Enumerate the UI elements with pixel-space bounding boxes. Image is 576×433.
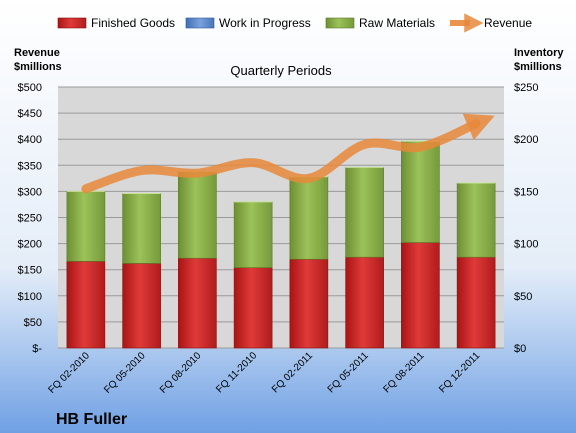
right-tick-label: $0: [514, 343, 526, 355]
left-tick-label: $400: [18, 134, 42, 146]
left-tick-label: $200: [18, 239, 42, 251]
bar-raw-materials: [233, 201, 273, 268]
legend-label-revenue: Revenue: [484, 16, 532, 30]
right-tick-label: $50: [514, 291, 532, 303]
legend: Finished Goods Work in Progress Raw Mate…: [57, 13, 532, 33]
legend-label-finished-goods: Finished Goods: [91, 16, 175, 30]
company-name: HB Fuller: [56, 411, 127, 428]
bar-raw-materials: [345, 167, 384, 258]
left-tick-label: $-: [32, 343, 42, 355]
legend-item-raw-materials[interactable]: Raw Materials: [325, 16, 435, 30]
left-tick-label: $250: [18, 213, 42, 225]
bar-finished-goods: [178, 257, 217, 349]
left-axis-title-line1: Revenue: [14, 47, 60, 59]
left-axis-ticks: $- $50 $100 $150 $200 $250 $300 $350 $400 $450 $50…: [18, 82, 43, 355]
bar-finished-goods: [233, 267, 273, 349]
legend-item-revenue[interactable]: Revenue: [450, 13, 532, 33]
right-axis-ticks: $0 $50 $100 $150 $200 $250: [514, 82, 538, 355]
left-tick-label: $450: [18, 108, 42, 120]
left-tick-label: $50: [24, 317, 42, 329]
left-tick-label: $300: [18, 186, 42, 198]
bar-raw-materials: [401, 140, 440, 243]
bar-raw-materials: [66, 191, 106, 262]
right-axis-title-line1: Inventory: [514, 47, 564, 59]
left-axis-title-line2: $millions: [14, 61, 62, 73]
legend-item-finished-goods[interactable]: Finished Goods: [57, 16, 175, 30]
legend-item-work-in-progress[interactable]: Work in Progress: [185, 16, 311, 30]
revenue-line: [81, 113, 495, 194]
legend-swatch-finished-goods: [57, 17, 87, 29]
bars: [66, 140, 496, 349]
left-tick-label: $500: [18, 82, 42, 94]
left-tick-label: $100: [18, 291, 42, 303]
bar-finished-goods: [289, 258, 329, 349]
bar-finished-goods: [401, 242, 440, 349]
legend-label-work-in-progress: Work in Progress: [219, 16, 311, 30]
right-tick-label: $150: [514, 186, 538, 198]
bar-finished-goods: [456, 256, 496, 349]
bar-raw-materials: [289, 176, 329, 260]
bar-raw-materials: [122, 193, 161, 264]
bar-raw-materials: [178, 171, 217, 259]
bar-finished-goods: [66, 261, 106, 349]
left-tick-label: $350: [18, 160, 42, 172]
revenue-line-layer: [81, 113, 495, 194]
right-tick-label: $100: [514, 239, 538, 251]
legend-label-raw-materials: Raw Materials: [359, 16, 435, 30]
bar-finished-goods: [345, 256, 384, 349]
chart-title: Quarterly Periods: [230, 63, 332, 78]
legend-swatch-raw-materials: [325, 17, 355, 29]
right-tick-label: $250: [514, 82, 538, 94]
bar-finished-goods: [122, 263, 161, 349]
legend-swatch-work-in-progress: [185, 17, 215, 29]
right-tick-label: $200: [514, 134, 538, 146]
bar-raw-materials: [456, 182, 496, 258]
right-axis-title-line2: $millions: [514, 61, 562, 73]
left-tick-label: $150: [18, 265, 42, 277]
